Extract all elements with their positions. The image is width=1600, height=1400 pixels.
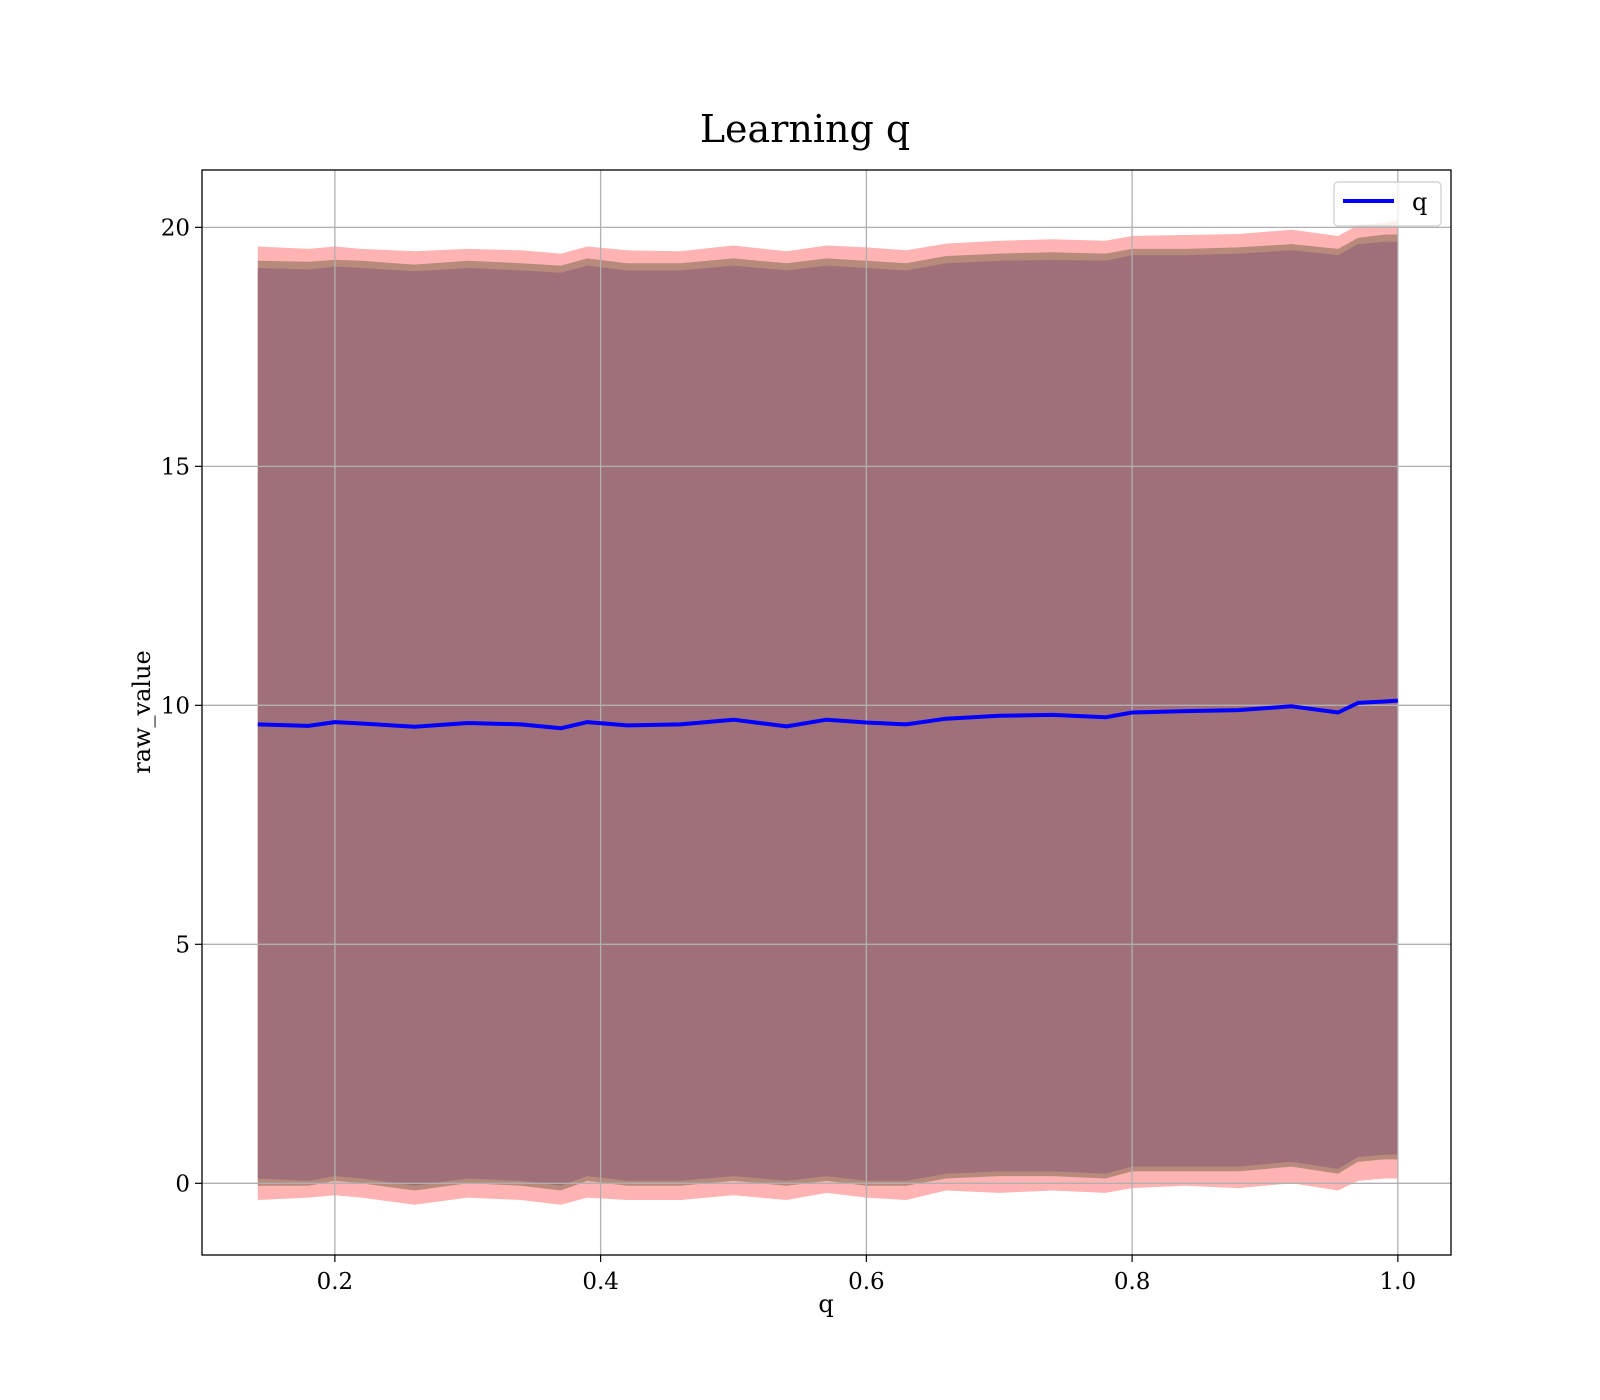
- legend-label-q: q: [1412, 188, 1427, 216]
- y-tick-label: 0: [175, 1171, 190, 1197]
- series-layer: [257, 698, 1399, 731]
- axis-ticks: 0.2 0.4 0.6 0.8 1.0 0 5 10 15 20: [161, 215, 1416, 1295]
- x-tick-label: 0.6: [848, 1269, 885, 1295]
- confidence-bands: [257, 220, 1398, 1205]
- y-tick-label: 15: [161, 454, 190, 480]
- x-tick-label: 0.8: [1114, 1269, 1151, 1295]
- chart-title: Learning q: [700, 107, 910, 151]
- x-tick-label: 1.0: [1380, 1269, 1417, 1295]
- x-tick-label: 0.4: [582, 1269, 619, 1295]
- y-axis-label: raw_value: [128, 650, 156, 774]
- y-tick-label: 10: [161, 693, 190, 719]
- y-tick-label: 5: [175, 932, 190, 958]
- legend-box: [1333, 181, 1442, 227]
- inner-band: [257, 241, 1398, 1186]
- x-tick-label: 0.2: [317, 1269, 354, 1295]
- plot-frame: [201, 169, 1452, 1256]
- legend: q: [1333, 181, 1442, 227]
- y-tick-label: 20: [161, 215, 190, 241]
- x-axis-label: q: [818, 1290, 833, 1318]
- series-line-q: [257, 698, 1399, 731]
